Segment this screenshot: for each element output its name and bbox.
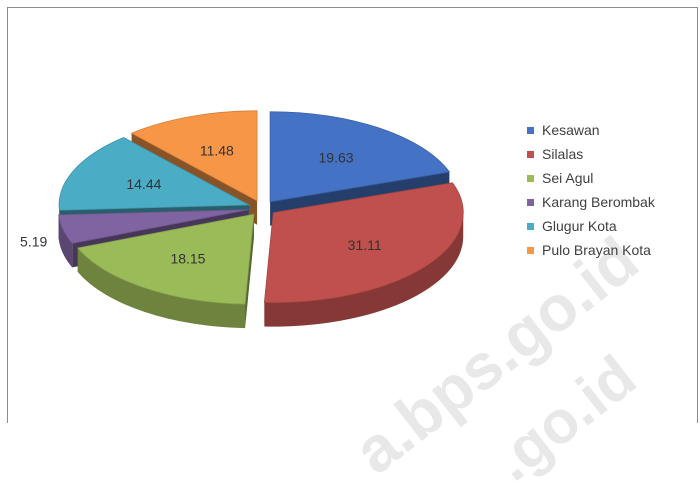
legend-swatch	[527, 199, 534, 206]
data-label: 14.44	[126, 176, 161, 192]
legend-swatch	[527, 175, 534, 182]
legend-item-sei-agul: Sei Agul	[527, 166, 655, 190]
legend-label: Silalas	[542, 146, 583, 162]
data-label: 11.48	[200, 142, 234, 158]
legend-swatch	[527, 127, 534, 134]
legend-item-pulo-brayan-kota: Pulo Brayan Kota	[527, 238, 655, 262]
data-label: 31.11	[348, 237, 382, 253]
legend-item-kesawan: Kesawan	[527, 118, 655, 142]
legend-item-karang-berombak: Karang Berombak	[527, 190, 655, 214]
legend-label: Pulo Brayan Kota	[542, 242, 651, 258]
data-label: 19.63	[319, 150, 354, 166]
legend-label: Glugur Kota	[542, 218, 617, 234]
legend-swatch	[527, 223, 534, 230]
legend-label: Kesawan	[542, 122, 600, 138]
legend-label: Karang Berombak	[542, 194, 655, 210]
legend-swatch	[527, 151, 534, 158]
legend-item-glugur-kota: Glugur Kota	[527, 214, 655, 238]
legend-item-silalas: Silalas	[527, 142, 655, 166]
legend-swatch	[527, 247, 534, 254]
data-label: 5.19	[20, 234, 47, 250]
pie-tops	[59, 111, 464, 304]
data-label: 18.15	[170, 250, 205, 266]
legend-label: Sei Agul	[542, 170, 593, 186]
legend: Kesawan Silalas Sei Agul Karang Berombak…	[527, 118, 655, 262]
